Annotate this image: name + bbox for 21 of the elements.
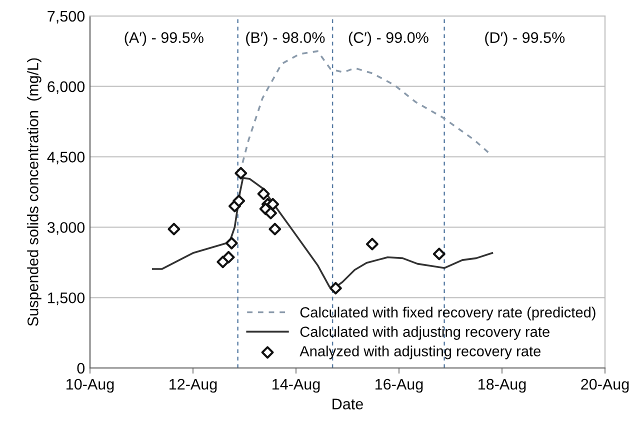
legend-label: Calculated with adjusting recovery rate	[300, 326, 550, 340]
x-tick-label: 18-Aug	[478, 378, 526, 393]
y-tick-label: 3,000	[47, 222, 85, 235]
legend-label: Calculated with fixed recovery rate (predicted)	[300, 306, 596, 320]
x-tick-label: 16-Aug	[376, 378, 423, 393]
x-tick-label: 12-Aug	[170, 378, 217, 393]
x-tick-label: 14-Aug	[272, 378, 320, 393]
x-tick-label: 20-Aug	[581, 378, 629, 393]
y-tick-label: 7,500	[48, 10, 85, 24]
y-axis-title: Suspended solids concentration (mg/L)	[27, 58, 42, 326]
annotation: (C′) - 99.0%	[348, 32, 428, 46]
legend-label: Analyzed with adjusting recovery rate	[300, 346, 541, 360]
annotation: (D′) - 99.5%	[485, 32, 565, 46]
x-axis-title: Date	[332, 398, 363, 410]
y-tick-label: 6,000	[48, 81, 85, 94]
annotation: (B′) - 98.0%	[246, 32, 325, 46]
y-tick-label: 4,500	[47, 152, 85, 164]
x-tick-label: 10-Aug	[66, 378, 114, 393]
annotation: (A′) - 99.5%	[124, 32, 204, 46]
y-tick-label: 1,500	[48, 292, 85, 306]
y-tick-label: 0	[77, 362, 85, 374]
